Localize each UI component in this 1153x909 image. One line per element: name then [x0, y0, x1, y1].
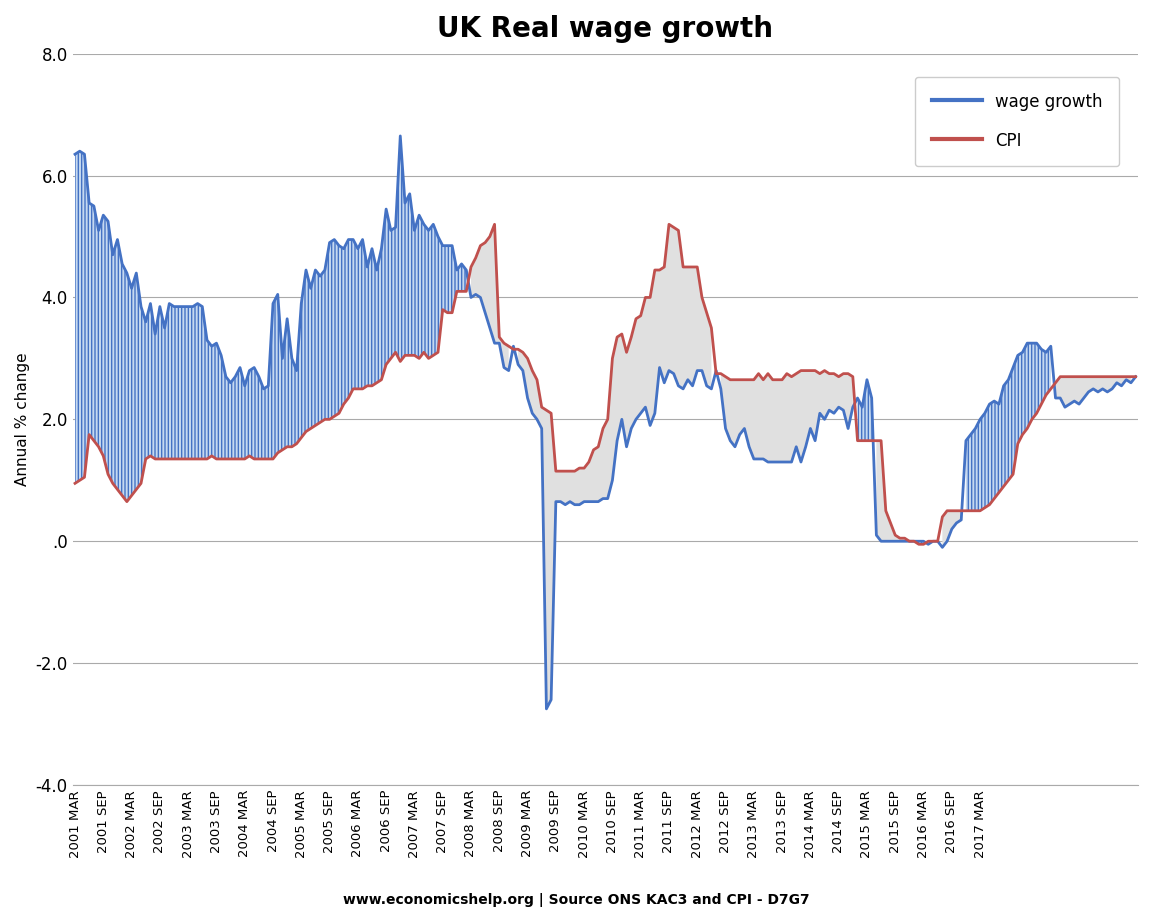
Text: www.economicshelp.org | Source ONS KAC3 and CPI - D7G7: www.economicshelp.org | Source ONS KAC3 … — [344, 894, 809, 907]
Legend: wage growth, CPI: wage growth, CPI — [914, 76, 1120, 166]
Y-axis label: Annual % change: Annual % change — [15, 353, 30, 486]
Title: UK Real wage growth: UK Real wage growth — [437, 15, 774, 43]
